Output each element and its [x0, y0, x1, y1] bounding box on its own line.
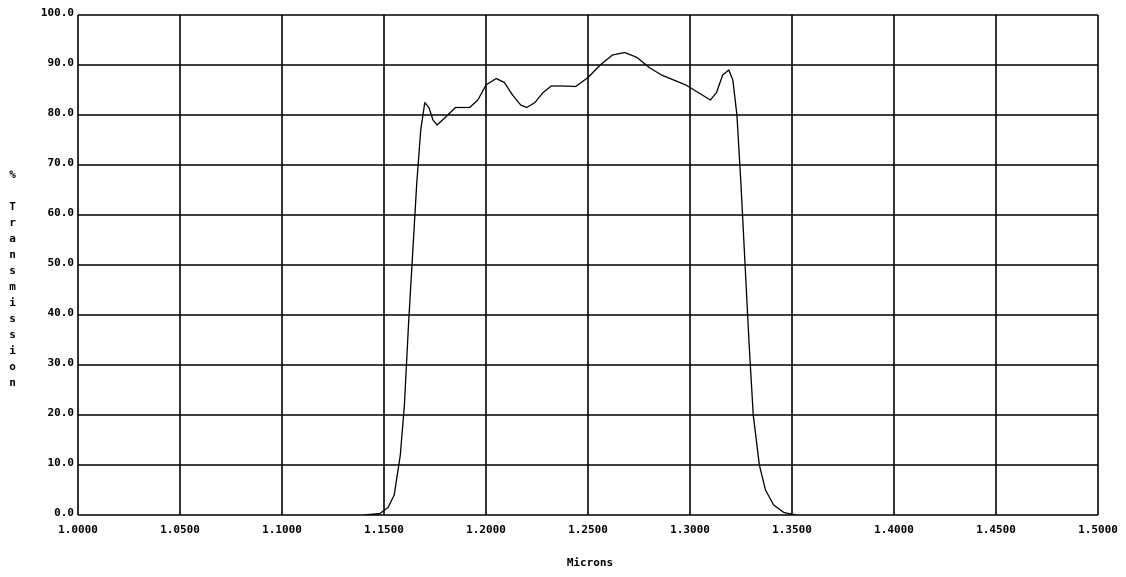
y-tick-label: 80.0 — [48, 106, 75, 119]
y-tick-label: 90.0 — [48, 56, 75, 69]
x-tick-label: 1.3000 — [670, 523, 710, 536]
x-tick-label: 1.3500 — [772, 523, 812, 536]
x-tick-label: 1.1000 — [262, 523, 302, 536]
x-tick-label: 1.2000 — [466, 523, 506, 536]
x-tick-label: 1.4000 — [874, 523, 914, 536]
y-tick-label: 30.0 — [48, 356, 75, 369]
y-tick-label: 70.0 — [48, 156, 75, 169]
y-tick-label: 100.0 — [41, 6, 74, 19]
y-tick-label: 10.0 — [48, 456, 75, 469]
x-tick-label: 1.4500 — [976, 523, 1016, 536]
y-tick-label: 50.0 — [48, 256, 75, 269]
y-tick-label: 0.0 — [54, 506, 74, 519]
data-line — [363, 51, 797, 516]
x-tick-label: 1.2500 — [568, 523, 608, 536]
x-tick-label: 1.0500 — [160, 523, 200, 536]
x-tick-label: 1.5000 — [1078, 523, 1118, 536]
y-tick-label: 60.0 — [48, 206, 75, 219]
y-tick-label: 20.0 — [48, 406, 75, 419]
y-tick-label: 40.0 — [48, 306, 75, 319]
x-tick-label: 1.0000 — [58, 523, 98, 536]
y-axis-label: % Transmission — [6, 168, 19, 392]
x-axis-label: Microns — [567, 556, 613, 569]
x-tick-label: 1.1500 — [364, 523, 404, 536]
